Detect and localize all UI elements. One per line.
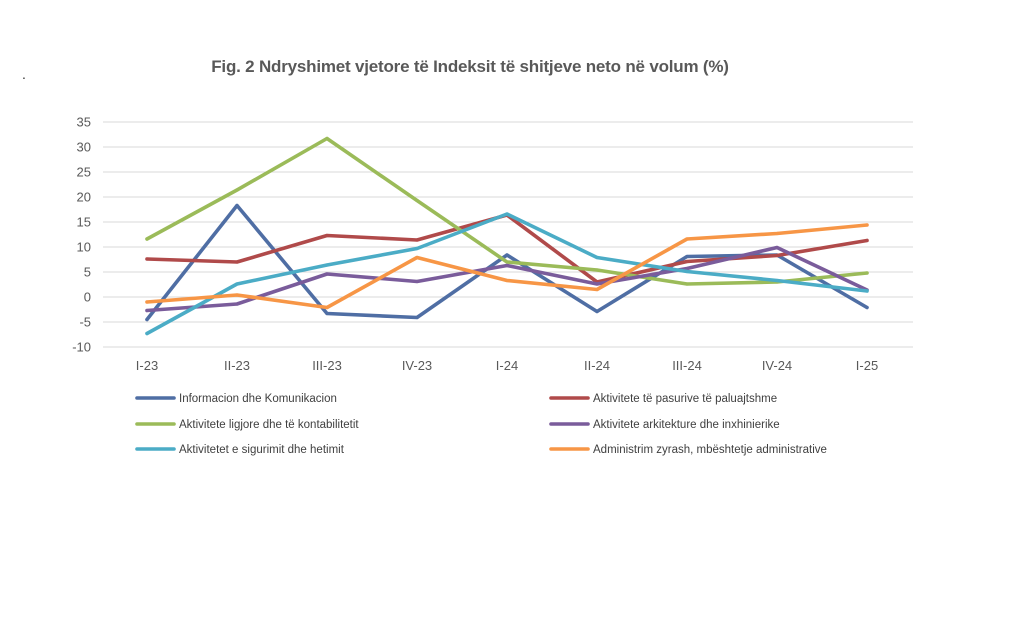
legend-label: Aktivitete të pasurive të paluajtshme [593, 393, 777, 405]
data-point [685, 282, 689, 286]
legend-item: Aktivitetet e sigurimit dhe hetimit [135, 444, 345, 456]
y-tick-label: 0 [84, 290, 91, 305]
data-point [685, 237, 689, 241]
legend-label: Informacion dhe Komunikacion [179, 393, 337, 405]
data-point [415, 255, 419, 260]
data-point [595, 268, 599, 272]
x-tick-label: III-24 [672, 358, 702, 373]
data-point [235, 260, 239, 264]
y-tick-label: 5 [84, 265, 91, 280]
legend-label: Administrim zyrash, mbështetje administr… [593, 444, 827, 456]
data-point [415, 279, 419, 284]
y-tick-label: 10 [77, 240, 91, 255]
data-point [685, 269, 689, 274]
x-tick-label: II-24 [584, 358, 610, 373]
data-point [235, 188, 239, 192]
data-point [775, 278, 779, 283]
data-point [325, 311, 329, 316]
legend-label: Aktivitete ligjore dhe të kontabilitetit [179, 419, 359, 431]
data-point [145, 237, 149, 241]
stray-mark: . [22, 66, 26, 82]
x-tick-label: IV-23 [402, 358, 432, 373]
data-point [325, 272, 329, 276]
data-point [415, 238, 419, 242]
data-point [145, 317, 149, 322]
y-tick-label: -5 [79, 315, 91, 330]
x-tick-label: I-23 [136, 358, 158, 373]
chart-title: Fig. 2 Ndryshimet vjetore të Indeksit të… [211, 57, 729, 76]
data-point [775, 245, 779, 250]
data-point [685, 266, 689, 271]
data-point [325, 263, 329, 267]
data-point [595, 287, 599, 292]
x-tick-label: III-23 [312, 358, 342, 373]
legend-label: Aktivitetet e sigurimit dhe hetimit [179, 444, 345, 456]
x-tick-label: I-24 [496, 358, 518, 373]
y-axis-ticks: -10 -5 0 5 10 15 20 25 30 35 [72, 115, 91, 355]
data-point [595, 282, 599, 286]
data-point [865, 305, 869, 310]
data-point [685, 254, 689, 259]
legend: Informacion dhe Komunikacion Aktivitete t… [135, 393, 827, 456]
data-point [325, 305, 329, 310]
y-tick-label: 20 [77, 190, 91, 205]
data-point [145, 331, 149, 336]
legend-item: Aktivitete arkitekture dhe inxhinierike [549, 419, 780, 431]
legend-item: Aktivitete ligjore dhe të kontabilitetit [135, 419, 359, 431]
data-point [865, 271, 869, 275]
data-point [145, 300, 149, 304]
data-point [775, 253, 779, 258]
data-point [145, 257, 149, 261]
data-point [325, 136, 329, 141]
legend-item: Informacion dhe Komunikacion [135, 393, 337, 405]
x-tick-label: I-25 [856, 358, 878, 373]
data-point [775, 231, 779, 236]
data-point [865, 223, 869, 227]
data-point [595, 309, 599, 314]
data-point [505, 253, 509, 257]
x-axis-ticks: I-23 II-23 III-23 IV-23 I-24 II-24 III-24 IV-24… [136, 358, 878, 373]
y-tick-label: 30 [77, 140, 91, 155]
series-lines [145, 136, 869, 336]
data-point [235, 282, 239, 286]
y-tick-label: -10 [72, 340, 91, 355]
data-point [505, 212, 509, 216]
data-point [415, 315, 419, 320]
data-point [685, 259, 689, 264]
data-point [865, 289, 869, 293]
data-point [415, 246, 419, 251]
data-point [865, 238, 869, 243]
y-tick-label: 35 [77, 115, 91, 130]
data-point [415, 198, 419, 203]
data-point [505, 278, 509, 283]
data-point [595, 255, 599, 260]
legend-label: Aktivitete arkitekture dhe inxhinierike [593, 419, 780, 431]
data-point [145, 308, 149, 313]
legend-item: Aktivitete të pasurive të paluajtshme [549, 393, 777, 405]
gridlines [103, 121, 913, 348]
x-tick-label: II-23 [224, 358, 250, 373]
data-point [235, 302, 239, 306]
data-point [235, 203, 239, 208]
x-tick-label: IV-24 [762, 358, 792, 373]
data-point [235, 293, 239, 297]
data-point [325, 233, 329, 238]
legend-item: Administrim zyrash, mbështetje administr… [549, 444, 827, 456]
data-point [505, 260, 509, 264]
series-line-5 [145, 212, 869, 336]
y-tick-label: 25 [77, 165, 91, 180]
y-tick-label: 15 [77, 215, 91, 230]
data-point [505, 263, 509, 268]
